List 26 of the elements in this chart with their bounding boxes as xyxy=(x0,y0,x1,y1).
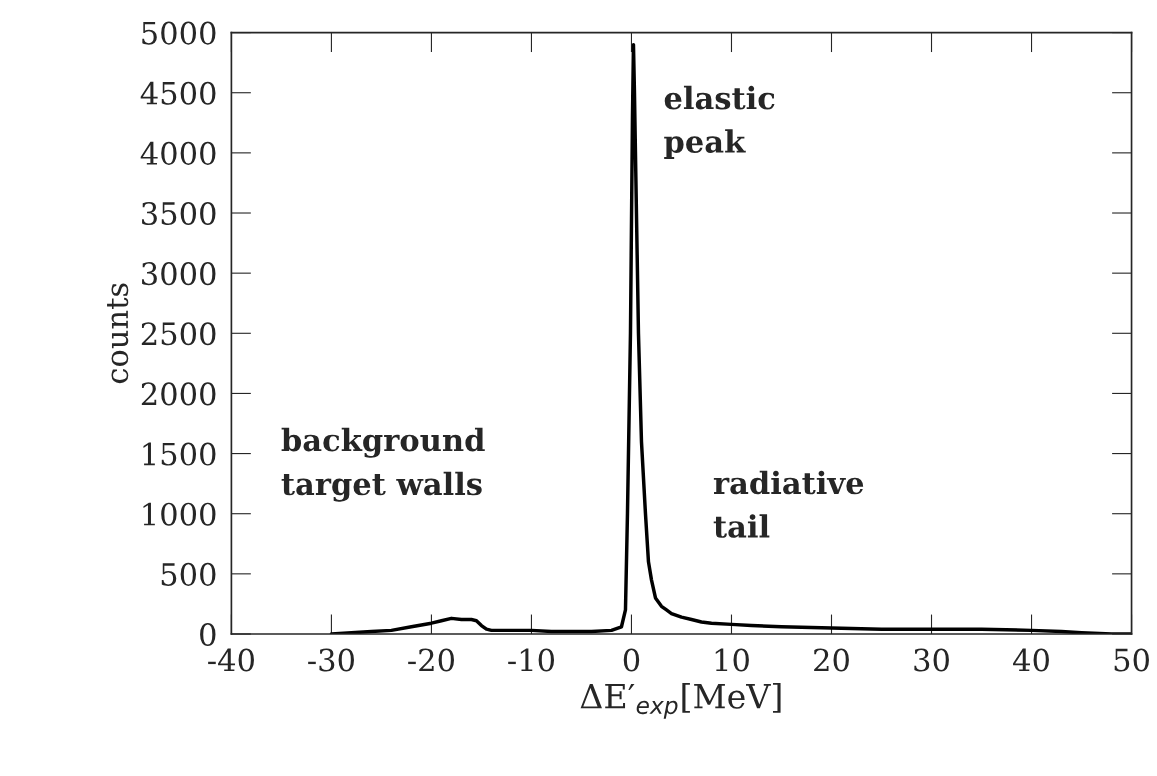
y-tick-label: 4500 xyxy=(140,81,216,105)
y-tick-label: 5000 xyxy=(142,21,216,45)
y-tick-label: 1000 xyxy=(143,502,216,526)
y-tick-label: 4000 xyxy=(140,141,216,165)
x-tick-label: -20 xyxy=(408,648,454,672)
x-tick-label: 30 xyxy=(914,648,949,672)
x-tick-label: 0 xyxy=(623,648,640,672)
x-tick-label: -30 xyxy=(308,648,354,672)
y-tick-label: 1500 xyxy=(143,442,216,466)
y-tick-label: 500 xyxy=(161,562,216,586)
y-tick-label: 2000 xyxy=(141,382,216,406)
y-tick-label: 3500 xyxy=(142,201,216,226)
x-tick-label: 50 xyxy=(1114,648,1149,672)
y-tick-label: 3000 xyxy=(142,262,216,286)
x-tick-label: 20 xyxy=(814,648,849,672)
y-tick-label: 0 xyxy=(200,622,216,647)
x-tick-label: -40 xyxy=(208,648,254,672)
x-tick-label: 40 xyxy=(1013,648,1049,672)
annotation: radiative tail xyxy=(713,470,864,538)
annotation: background target walls xyxy=(281,427,485,502)
annotation: elastic peak xyxy=(664,85,775,159)
x-axis-title: ΔE′$_{exp}$[MeV] xyxy=(580,683,781,719)
x-tick-label: 10 xyxy=(715,648,749,672)
x-tick-label: -10 xyxy=(508,648,555,672)
y-axis-title: counts xyxy=(107,283,129,384)
y-tick-label: 2500 xyxy=(141,322,216,346)
